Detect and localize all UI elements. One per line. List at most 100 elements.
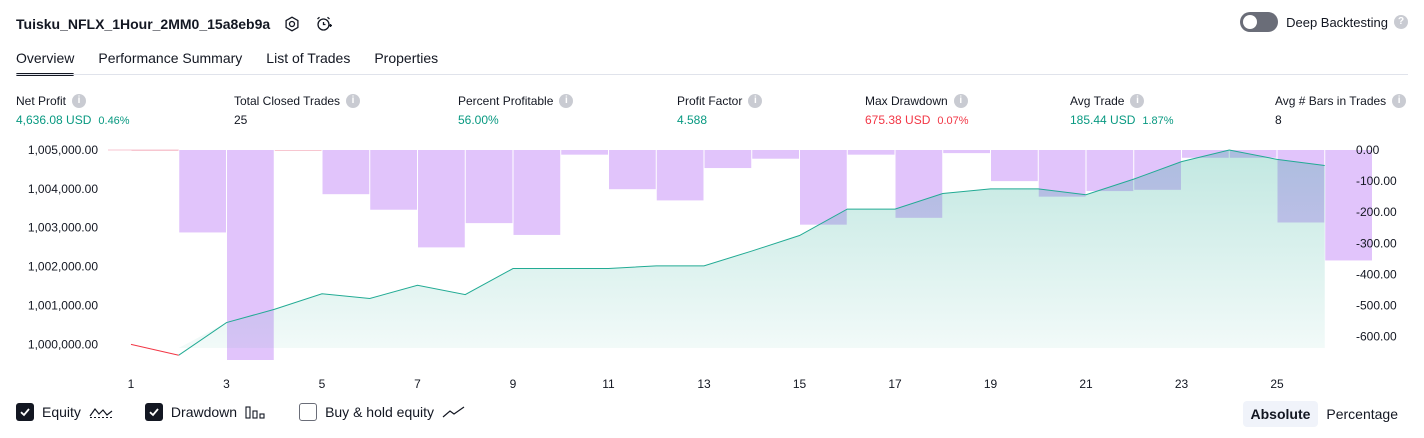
x-axis-tick-label: 23: [1175, 377, 1189, 391]
drawdown-bar: [1038, 150, 1086, 197]
metrics-row: Net Profit i 4,636.08 USD 0.46% Total Clos…: [16, 92, 1408, 132]
info-icon[interactable]: i: [1130, 94, 1145, 108]
equity-line: [178, 149, 1325, 356]
metric-value: 4,636.08 USD: [16, 113, 92, 127]
metric-label: Profit Factor: [677, 94, 743, 108]
x-axis-tick-label: 17: [888, 377, 902, 391]
drawdown-bar: [274, 150, 322, 151]
metric-label: Net Profit: [16, 94, 67, 108]
info-icon[interactable]: ?: [1394, 15, 1408, 29]
add-alert-icon[interactable]: [314, 14, 334, 34]
metric-label: Avg Trade: [1070, 94, 1125, 108]
strategy-header: Tuisku_NFLX_1Hour_2MM0_15a8eb9a Deep Bac…: [16, 12, 1408, 36]
drawdown-bar: [418, 150, 465, 248]
settings-icon[interactable]: [282, 14, 302, 34]
info-icon[interactable]: i: [748, 94, 763, 108]
drawdown-bar: [561, 150, 608, 155]
drawdown-bar: [1229, 150, 1277, 158]
metric-profit-factor: Profit Factor i 4.588: [677, 92, 763, 127]
tab-properties[interactable]: Properties: [374, 50, 439, 66]
legend-drawdown[interactable]: Drawdown: [144, 403, 267, 421]
left-axis-tick-label: 1,004,000.00: [28, 182, 98, 196]
tab-list-of-trades[interactable]: List of Trades: [266, 50, 351, 66]
buy-hold-line-icon: [442, 405, 466, 419]
drawdown-bar: [370, 150, 417, 210]
info-icon[interactable]: i: [72, 94, 87, 108]
x-axis-tick-label: 13: [697, 377, 711, 391]
right-axis-tick-label: -200.00: [1356, 205, 1397, 219]
metric-percent-profitable: Percent Profitable i 56.00%: [458, 92, 574, 127]
metric-percent: 0.46%: [98, 115, 130, 127]
metric-value: 185.44 USD: [1070, 113, 1136, 127]
metric-label: Total Closed Trades: [234, 94, 341, 108]
info-icon[interactable]: i: [559, 94, 574, 108]
equity-drawdown-chart[interactable]: 1,005,000.00 1,004,000.00 1,003,000.00 1,00…: [0, 138, 1424, 398]
x-axis-tick-label: 3: [223, 377, 230, 391]
drawdown-bar: [800, 150, 847, 225]
equity-checkbox[interactable]: [16, 403, 34, 421]
metric-percent: 1.87%: [1142, 115, 1174, 127]
chart-legend: Equity Drawdown Buy & hold equity: [16, 403, 498, 421]
x-axis-tick-label: 19: [984, 377, 998, 391]
tab-overview[interactable]: Overview: [16, 44, 75, 76]
metric-label: Avg # Bars in Trades: [1275, 94, 1387, 108]
metric-value: 675.38 USD: [865, 113, 931, 127]
metric-total-closed-trades: Total Closed Trades i 25: [234, 92, 361, 127]
left-axis-tick-label: 1,000,000.00: [28, 337, 98, 351]
drawdown-bar: [1325, 150, 1372, 261]
drawdown-bars-icon: [245, 405, 267, 419]
left-axis-tick-label: 1,005,000.00: [28, 143, 98, 157]
left-axis-tick-label: 1,001,000.00: [28, 298, 98, 312]
report-tabs: Overview Performance Summary List of Tra…: [16, 44, 462, 76]
right-axis-tick-label: 0.00: [1356, 143, 1380, 157]
x-axis-tick-label: 15: [793, 377, 807, 391]
legend-label: Drawdown: [170, 404, 238, 420]
tab-performance-summary[interactable]: Performance Summary: [98, 50, 243, 66]
drawdown-bar: [847, 150, 895, 155]
info-icon[interactable]: i: [953, 94, 968, 108]
x-axis-tick-label: 7: [414, 377, 421, 391]
left-axis-tick-label: 1,003,000.00: [28, 221, 98, 235]
x-axis-tick-label: 25: [1270, 377, 1284, 391]
percentage-button[interactable]: Percentage: [1326, 406, 1398, 422]
x-axis-tick-label: 21: [1079, 377, 1093, 391]
deep-backtesting-control: Deep Backtesting ?: [1240, 12, 1408, 32]
absolute-button[interactable]: Absolute: [1242, 401, 1319, 427]
drawdown-bar: [513, 150, 561, 235]
drawdown-bar: [322, 150, 370, 195]
equity-line-loss: [130, 343, 179, 356]
metric-value: 8: [1275, 113, 1282, 127]
deep-backtesting-toggle[interactable]: [1240, 12, 1279, 32]
equity-line-icon: [89, 405, 113, 419]
legend-buy-hold[interactable]: Buy & hold equity: [299, 403, 466, 421]
metric-value: 25: [234, 113, 248, 127]
right-axis-tick-label: -100.00: [1356, 174, 1397, 188]
metric-value: 4.588: [677, 113, 708, 127]
x-axis-tick-label: 9: [510, 377, 517, 391]
metric-avg-bars: Avg # Bars in Trades i 8: [1275, 92, 1407, 127]
drawdown-checkbox[interactable]: [144, 403, 163, 421]
drawdown-bar: [179, 150, 226, 233]
right-axis-tick-label: -300.00: [1356, 236, 1397, 250]
metric-percent: 0.07%: [937, 115, 969, 127]
drawdown-bar: [465, 150, 513, 224]
drawdown-bar: [943, 150, 990, 154]
info-icon[interactable]: i: [1392, 94, 1407, 108]
value-mode-switch: Absolute Percentage: [1242, 401, 1407, 427]
right-axis-tick-label: -600.00: [1356, 330, 1397, 344]
equity-area: [178, 150, 1325, 348]
x-axis-tick-label: 11: [602, 377, 615, 391]
drawdown-bar: [1182, 150, 1229, 158]
drawdown-bar: [656, 150, 704, 201]
tab-divider: [16, 74, 1408, 75]
buy-hold-checkbox[interactable]: [299, 403, 318, 421]
legend-equity[interactable]: Equity: [16, 403, 113, 421]
deep-backtesting-label: Deep Backtesting: [1286, 14, 1388, 30]
drawdown-bar: [991, 150, 1038, 182]
info-icon[interactable]: i: [346, 94, 361, 108]
metric-label: Percent Profitable: [458, 94, 554, 108]
legend-label: Buy & hold equity: [325, 404, 435, 420]
strategy-title: Tuisku_NFLX_1Hour_2MM0_15a8eb9a: [16, 16, 271, 32]
metric-avg-trade: Avg Trade i 185.44 USD 1.87%: [1070, 92, 1174, 127]
right-axis-tick-label: -400.00: [1356, 267, 1397, 281]
